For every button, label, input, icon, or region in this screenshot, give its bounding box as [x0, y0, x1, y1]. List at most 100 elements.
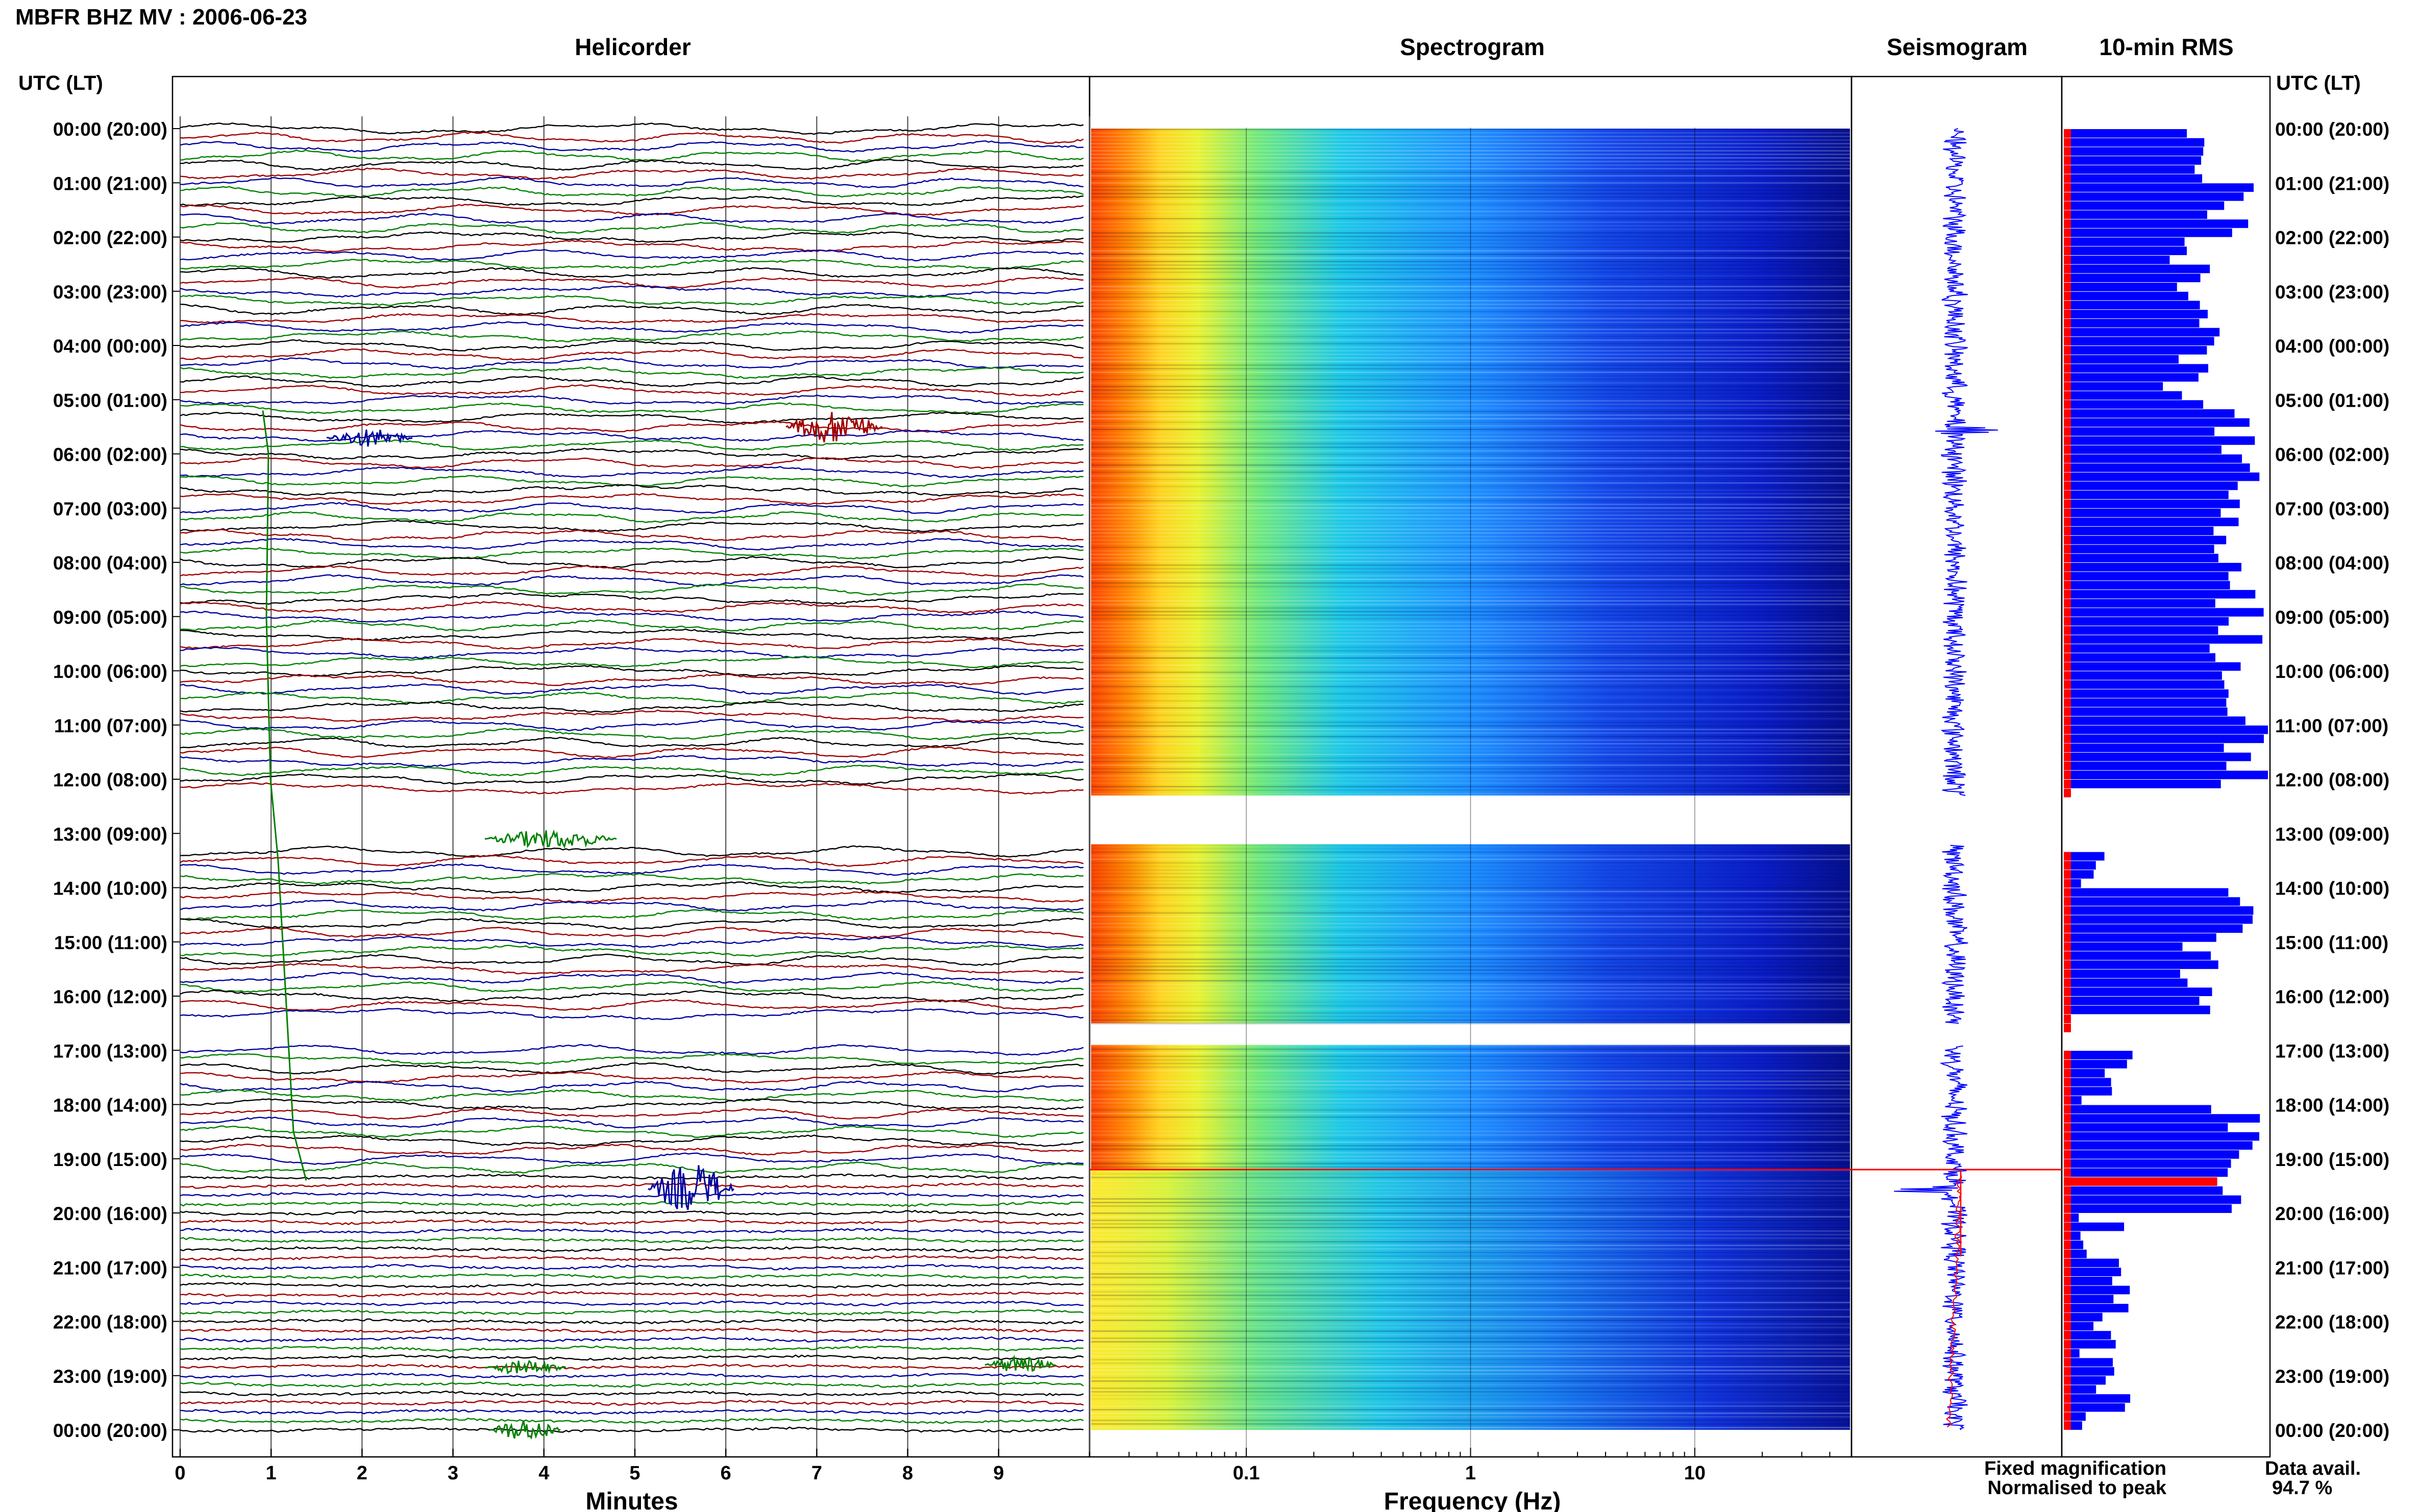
spectrogram-streak [1091, 1105, 1850, 1107]
rms-reference-marker [2064, 391, 2071, 400]
time-label-left: 06:00 (02:00) [53, 444, 167, 465]
spectrogram-streak [1091, 1330, 1850, 1332]
spectrogram-streak [1091, 1145, 1850, 1147]
spectrogram-streak [1091, 1355, 1850, 1357]
rms-reference-marker [2064, 1024, 2071, 1032]
rms-reference-marker [2064, 1141, 2071, 1150]
spectrogram-streak [1091, 1245, 1850, 1246]
spectrogram-streak [1091, 371, 1850, 373]
spectrogram-streak [1091, 654, 1850, 655]
spectrogram-streak [1091, 207, 1850, 209]
rms-bar [2064, 1385, 2096, 1394]
rms-bar [2064, 933, 2216, 942]
rms-reference-marker [2064, 879, 2071, 888]
seismogram-plot [1894, 128, 1998, 1430]
spectrogram-streak [1091, 489, 1850, 491]
rms-bar [2064, 997, 2200, 1005]
time-label-left: 14:00 (10:00) [53, 878, 167, 899]
rms-reference-marker [2064, 933, 2071, 942]
spectrogram-streak [1091, 550, 1850, 552]
rms-reference-marker [2064, 246, 2071, 255]
spectrogram-streak [1091, 764, 1850, 766]
helicorder-trace [180, 646, 1084, 659]
spectrogram-streak [1091, 682, 1850, 684]
time-label-left: 03:00 (23:00) [53, 282, 167, 303]
helicorder-trace [180, 972, 1084, 984]
rms-bar [2064, 274, 2201, 283]
helicorder-trace [180, 674, 1084, 686]
spectrogram-streak [1091, 1212, 1850, 1214]
helicorder-trace [180, 565, 1084, 577]
spectrogram-streak [1091, 1173, 1850, 1175]
spectrogram-streak [1091, 1366, 1850, 1368]
spectrogram-streak [1091, 973, 1850, 975]
helicorder-trace [180, 259, 1084, 270]
helicorder-trace [180, 691, 1084, 705]
helicorder-event [484, 1359, 566, 1375]
spectrogram-streak [1091, 894, 1850, 896]
rms-bar [2064, 445, 2221, 454]
spectrogram-streak [1091, 368, 1850, 369]
spectrogram-streak [1091, 779, 1850, 780]
time-label-right: 05:00 (01:00) [2275, 390, 2389, 411]
spectrogram-streak [1091, 725, 1850, 727]
rms-reference-marker [2064, 960, 2071, 969]
spectrogram-streak [1091, 214, 1850, 216]
spectrogram-streak [1091, 447, 1850, 448]
helicorder-trace [180, 1089, 1084, 1102]
spectrogram-streak [1091, 464, 1850, 466]
helicorder-x-tick-label: 8 [902, 1463, 913, 1484]
helicorder-trace [180, 999, 1084, 1011]
rms-bar [2064, 1304, 2129, 1312]
helicorder-trace [180, 873, 1084, 885]
spectrogram-streak [1091, 782, 1850, 784]
rms-bar [2064, 707, 2228, 716]
rms-reference-marker [2064, 771, 2071, 779]
rms-reference-marker [2064, 1304, 2071, 1312]
rms-reference-marker [2064, 635, 2071, 644]
spectrogram-streak [1091, 958, 1850, 960]
spectrogram-streak [1091, 1008, 1850, 1010]
rms-reference-marker [2064, 1231, 2071, 1241]
spectrogram-streak [1091, 700, 1850, 702]
spectrogram-streak [1091, 1091, 1850, 1093]
spectrogram-streak [1091, 1237, 1850, 1239]
time-label-right: 18:00 (14:00) [2275, 1095, 2389, 1116]
spectrogram-streak [1091, 607, 1850, 609]
spectrogram-streak [1091, 229, 1850, 230]
rms-reference-marker [2064, 1213, 2071, 1222]
rms-bar [2064, 373, 2199, 382]
rms-reference-marker [2064, 274, 2071, 283]
time-label-right: 22:00 (18:00) [2275, 1312, 2389, 1333]
spectrogram-streak [1091, 364, 1850, 366]
time-label-right: 13:00 (09:00) [2275, 824, 2389, 845]
rms-bar [2064, 1403, 2125, 1412]
spectrogram-streak [1091, 379, 1850, 380]
rms-bar [2064, 517, 2239, 527]
rms-bar [2064, 1159, 2231, 1168]
spectrogram-streak [1091, 1077, 1850, 1079]
rms-bar [2064, 1132, 2259, 1141]
spectrogram-streak [1091, 468, 1850, 469]
rms-frame [2061, 76, 2271, 1458]
rms-reference-marker [2064, 671, 2071, 680]
helicorder-trace [180, 881, 1084, 894]
spectrogram-streak [1091, 697, 1850, 698]
time-label-left: 00:00 (20:00) [53, 119, 167, 140]
rms-reference-marker [2064, 1295, 2071, 1304]
helicorder-x-tick-label: 6 [721, 1463, 731, 1484]
rms-reference-marker [2064, 364, 2071, 373]
helicorder-trace [180, 420, 1084, 433]
spectrogram-streak [1091, 161, 1850, 162]
spectrogram-streak [1091, 729, 1850, 730]
spectrogram-streak [1091, 139, 1850, 141]
rms-bar [2064, 535, 2227, 544]
rms-reference-marker [2064, 897, 2071, 906]
spectrogram-streak [1091, 132, 1850, 134]
rms-reference-marker [2064, 382, 2071, 391]
spectrogram-streak [1091, 547, 1850, 548]
spectrogram-streak [1091, 175, 1850, 177]
spectrogram-streak [1091, 600, 1850, 602]
spectrogram-streak [1091, 1052, 1850, 1054]
